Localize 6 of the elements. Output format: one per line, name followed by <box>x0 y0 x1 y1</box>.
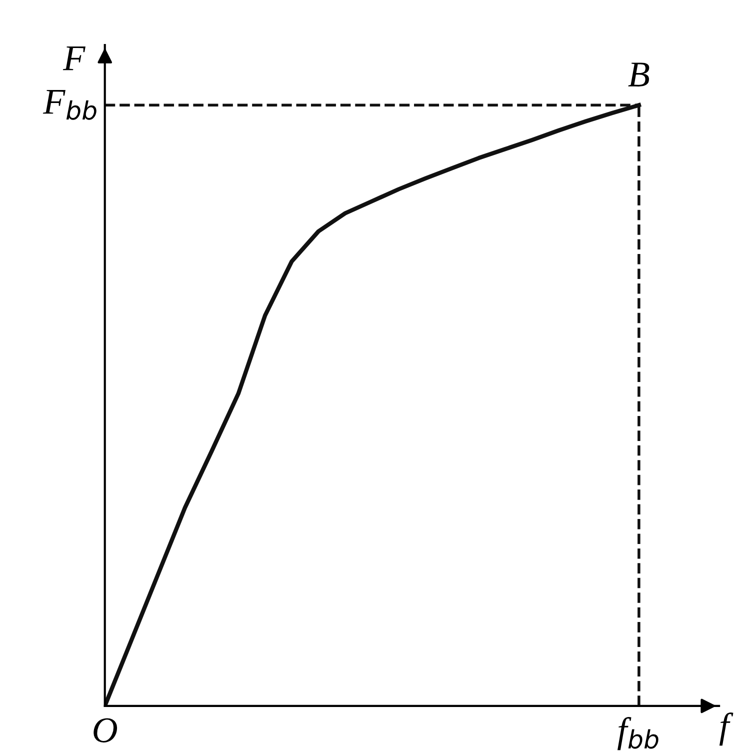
x-axis-title: f <box>719 712 734 746</box>
ref-line-label: F$_{bb}$ <box>42 90 96 120</box>
y-axis-title: F <box>62 46 86 70</box>
text: B <box>628 62 650 86</box>
text: O <box>94 718 118 742</box>
text: f$_{bb}$ <box>617 717 658 750</box>
